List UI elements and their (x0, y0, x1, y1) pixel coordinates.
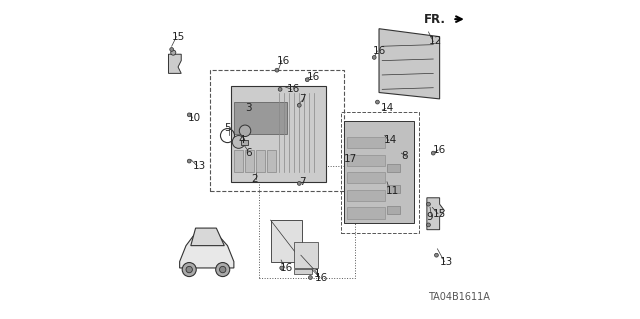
Text: 17: 17 (344, 154, 357, 165)
Text: 1: 1 (314, 269, 320, 279)
Polygon shape (379, 29, 440, 99)
Circle shape (298, 182, 301, 185)
Bar (347, 155, 385, 166)
Circle shape (308, 276, 312, 279)
Bar (259, 166, 355, 278)
Text: 16: 16 (372, 46, 386, 56)
Circle shape (278, 87, 282, 91)
Text: 8: 8 (401, 151, 408, 161)
Circle shape (431, 151, 435, 155)
Circle shape (239, 125, 251, 137)
Bar (347, 137, 385, 148)
Polygon shape (180, 231, 234, 268)
Circle shape (171, 50, 176, 55)
Bar (245, 150, 254, 172)
Circle shape (376, 100, 380, 104)
Polygon shape (168, 54, 181, 73)
Text: 9: 9 (427, 212, 433, 222)
Bar (387, 185, 400, 193)
Text: 7: 7 (300, 94, 306, 104)
Bar (344, 121, 414, 223)
Bar (387, 164, 400, 172)
Bar (347, 172, 385, 183)
Text: 4: 4 (239, 135, 245, 145)
Bar (210, 70, 344, 191)
Circle shape (170, 48, 173, 51)
Text: FR.: FR. (424, 13, 446, 26)
Polygon shape (191, 228, 224, 246)
Text: 13: 13 (193, 161, 205, 171)
Circle shape (435, 253, 438, 257)
Text: 14: 14 (381, 103, 394, 114)
Text: 16: 16 (433, 145, 447, 155)
Bar (256, 150, 265, 172)
Text: 2: 2 (252, 174, 258, 184)
Circle shape (275, 68, 279, 72)
Bar (234, 150, 243, 172)
Circle shape (188, 113, 191, 117)
Circle shape (372, 56, 376, 59)
Circle shape (232, 136, 245, 148)
Bar (347, 207, 385, 219)
Circle shape (186, 266, 193, 273)
Bar (347, 190, 385, 201)
Text: 16: 16 (316, 272, 328, 283)
Bar (268, 150, 276, 172)
Circle shape (216, 263, 230, 277)
Circle shape (182, 263, 196, 277)
Bar (294, 269, 312, 274)
Text: 15: 15 (433, 209, 447, 219)
Bar (294, 242, 319, 268)
Bar (234, 102, 287, 134)
Text: 16: 16 (287, 84, 300, 94)
Circle shape (220, 266, 226, 273)
Text: 11: 11 (385, 186, 399, 197)
Text: 16: 16 (307, 71, 321, 82)
Text: 16: 16 (280, 263, 293, 273)
Text: 15: 15 (172, 32, 185, 42)
Circle shape (305, 78, 309, 82)
Text: 7: 7 (300, 177, 306, 187)
Bar (387, 206, 400, 214)
Text: 6: 6 (245, 148, 252, 158)
Circle shape (188, 159, 191, 163)
Bar (271, 220, 303, 262)
Text: 13: 13 (440, 256, 453, 267)
Text: 5: 5 (224, 122, 231, 133)
Circle shape (298, 103, 301, 107)
Bar (340, 112, 419, 233)
Text: 10: 10 (188, 113, 201, 123)
Text: 14: 14 (384, 135, 397, 145)
Bar (241, 140, 248, 145)
Circle shape (426, 202, 430, 206)
Text: TA04B1611A: TA04B1611A (428, 292, 490, 302)
Text: 3: 3 (245, 103, 252, 114)
Circle shape (426, 223, 430, 227)
Circle shape (280, 266, 284, 270)
Bar (230, 86, 326, 182)
Text: 16: 16 (277, 56, 290, 66)
Polygon shape (427, 198, 444, 230)
Text: 12: 12 (428, 36, 442, 47)
